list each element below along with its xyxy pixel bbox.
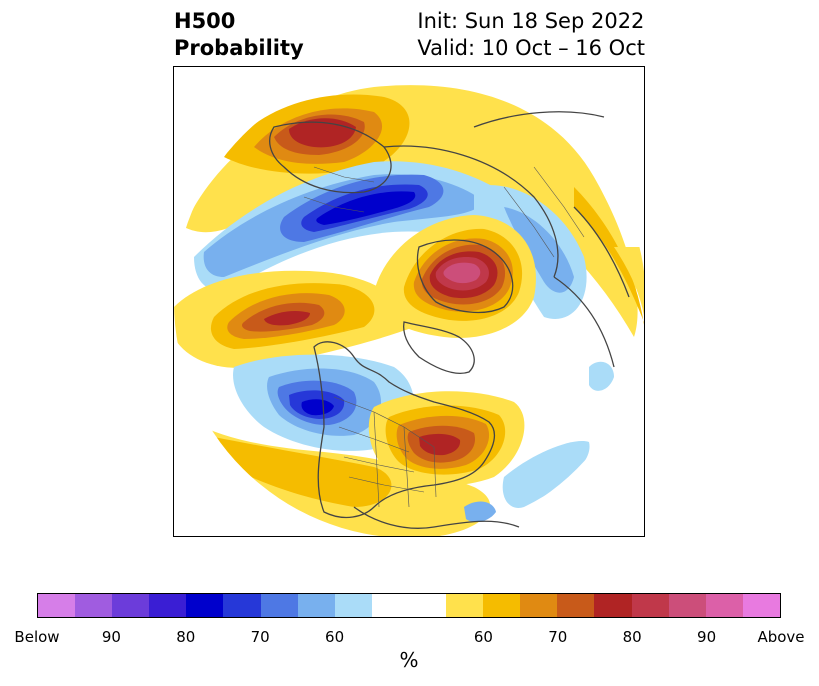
colorbar-unit-label: %	[399, 648, 419, 672]
valid-period-label: Valid: 10 Oct – 16 Oct	[417, 36, 645, 60]
map-title: H500 Probability	[174, 8, 304, 62]
colorbar-segment	[705, 594, 743, 617]
title-line-product: Probability	[174, 36, 304, 60]
colorbar-tick-label: 60	[473, 628, 493, 646]
colorbar-segment	[631, 594, 669, 617]
colorbar-segment	[186, 594, 224, 617]
map-canvas	[174, 67, 644, 536]
colorbar-tick-label: 90	[101, 628, 121, 646]
colorbar-tick-label: 80	[176, 628, 196, 646]
title-line-variable: H500	[174, 9, 236, 33]
colorbar-segment	[260, 594, 298, 617]
colorbar-segment	[446, 594, 484, 617]
colorbar-segment	[594, 594, 632, 617]
colorbar-tick-label: Above	[757, 628, 805, 646]
colorbar-segment	[223, 594, 261, 617]
forecast-dates: Init: Sun 18 Sep 2022 Valid: 10 Oct – 16…	[417, 8, 645, 62]
probability-colorbar	[37, 593, 781, 618]
colorbar-tick-label: 60	[325, 628, 345, 646]
colorbar-segment	[149, 594, 187, 617]
colorbar-segment	[483, 594, 521, 617]
init-date-label: Init: Sun 18 Sep 2022	[417, 9, 645, 33]
colorbar-segment	[371, 594, 447, 617]
colorbar-segment	[112, 594, 150, 617]
colorbar-segment	[75, 594, 113, 617]
colorbar-tick-label: 80	[622, 628, 642, 646]
colorbar-tick-label: 90	[697, 628, 717, 646]
colorbar-segment	[297, 594, 335, 617]
colorbar-tick-label: 70	[548, 628, 568, 646]
border-lines	[303, 166, 585, 508]
colorbar-segment	[38, 594, 76, 617]
colorbar-segment	[557, 594, 595, 617]
colorbar-segment	[668, 594, 706, 617]
probability-map	[173, 66, 645, 537]
colorbar-tick-label: 70	[250, 628, 270, 646]
colorbar-tick-label: Below	[14, 628, 60, 646]
probability-field	[174, 67, 644, 536]
coastline-outlines	[269, 111, 630, 529]
colorbar-segment	[334, 594, 372, 617]
colorbar-segment	[742, 594, 780, 617]
colorbar-segment	[520, 594, 558, 617]
